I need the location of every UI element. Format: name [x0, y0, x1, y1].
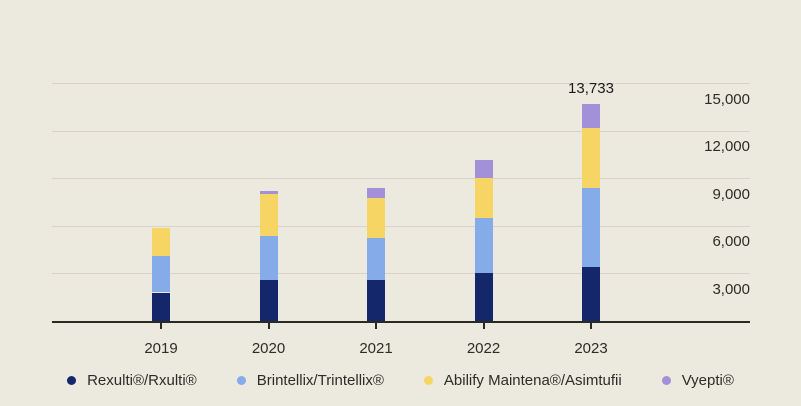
x-tick-label: 2022: [466, 340, 501, 357]
legend-dot-icon: [236, 376, 246, 385]
x-tick-mark: [590, 323, 592, 329]
x-tick-mark: [160, 323, 162, 329]
bar-segment: [582, 103, 600, 129]
y-tick-label: 15,000: [704, 90, 750, 108]
y-tick-label: 12,000: [704, 138, 750, 155]
bar-segment: [474, 160, 493, 178]
x-tick-label: 2023: [574, 340, 608, 357]
legend-item: Vyepti®: [661, 372, 734, 389]
gridline: [52, 273, 750, 274]
legend-item: Rexulti®/Rxulti®: [67, 372, 197, 389]
x-axis-line: [52, 321, 750, 323]
y-tick-label: 3,000: [712, 280, 750, 298]
total-value-annotation: 13,733: [568, 79, 614, 97]
bar-segment: [152, 227, 170, 256]
x-tick-label: 2021: [359, 340, 393, 357]
legend-label: Rexulti®/Rxulti®: [87, 372, 197, 389]
bar-segment: [582, 188, 600, 268]
bar-segment: [259, 280, 278, 321]
gridline: [52, 225, 750, 227]
legend-dot-icon: [661, 376, 671, 385]
bar-segment: [367, 280, 385, 321]
legend-item: Abilify Maintena®/Asimtufii: [423, 372, 622, 389]
gridline: [52, 178, 750, 179]
y-tick-label: 6,000: [712, 233, 750, 250]
legend-label: Abilify Maintena®/Asimtufii: [443, 372, 622, 389]
chart-legend: Rexulti®/Rxulti® Brintellix/Trintellix® Ab…: [0, 372, 801, 389]
bar-segment: [474, 272, 493, 321]
bar-segment: [474, 177, 493, 219]
bar-segment: [582, 128, 600, 189]
legend-dot-icon: [423, 376, 433, 385]
bar-segment: [367, 187, 385, 199]
x-tick-mark: [482, 323, 485, 329]
legend-label: Vyepti®: [681, 372, 734, 389]
bar-segment: [367, 198, 385, 238]
x-tick-mark: [267, 323, 270, 329]
x-tick-label: 2019: [144, 340, 178, 357]
legend-dot-icon: [67, 376, 77, 385]
bar-segment: [152, 292, 170, 321]
bar-segment: [259, 194, 278, 237]
bar-segment: [474, 218, 493, 273]
legend-label: Brintellix/Trintellix®: [256, 372, 384, 389]
x-tick-mark: [375, 323, 377, 329]
bar-segment: [367, 237, 385, 281]
y-tick-label: 9,000: [712, 185, 750, 203]
gridline: [52, 130, 750, 132]
bar-segment: [259, 236, 278, 281]
bar-segment: [259, 190, 278, 195]
x-tick-label: 2020: [251, 340, 286, 357]
bar-segment: [152, 255, 170, 293]
legend-item: Brintellix/Trintellix®: [236, 372, 384, 389]
bar-segment: [582, 267, 600, 321]
gridline: [52, 83, 750, 84]
